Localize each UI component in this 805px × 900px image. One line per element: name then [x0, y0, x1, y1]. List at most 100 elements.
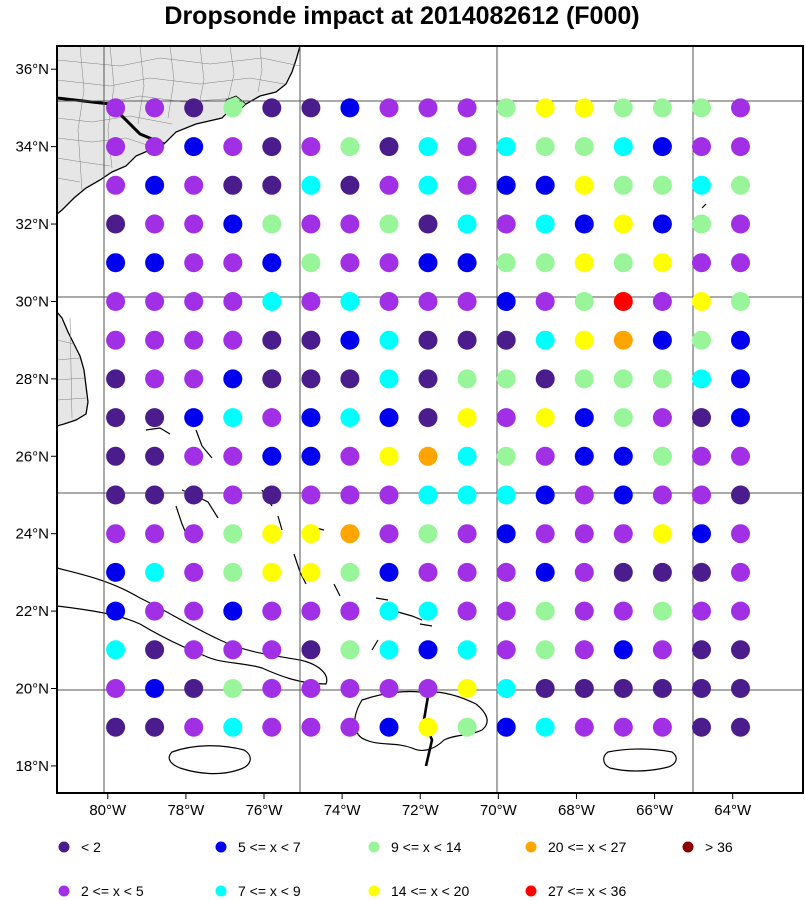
dropsonde-point	[106, 98, 126, 118]
dropsonde-point	[652, 601, 672, 621]
dropsonde-point	[692, 408, 711, 428]
dropsonde-point	[613, 137, 633, 157]
legend: < 2 2 <= x < 5 5 <= x < 7 7 <= x < 9 9 <= x …	[58, 839, 733, 899]
dropsonde-point	[262, 640, 282, 660]
dropsonde-point	[418, 98, 438, 118]
dropsonde-point	[379, 640, 399, 660]
dropsonde-point	[574, 98, 594, 118]
dropsonde-point	[457, 446, 477, 466]
lat-tick-label: 24°N	[15, 526, 49, 543]
dropsonde-point	[145, 408, 165, 428]
legend-swatch	[368, 841, 380, 853]
legend-label: > 36	[705, 839, 733, 855]
jamaica-outline	[168, 745, 251, 775]
dropsonde-point	[418, 408, 438, 428]
dropsonde-point	[496, 253, 516, 273]
dropsonde-point	[418, 292, 438, 311]
dropsonde-point	[652, 175, 672, 195]
dropsonde-point	[496, 98, 516, 118]
dropsonde-point	[496, 446, 516, 466]
dropsonde-point	[496, 679, 516, 698]
legend-label: 20 <= x < 27	[548, 839, 626, 855]
dropsonde-point	[613, 369, 633, 389]
dropsonde-point	[184, 524, 204, 544]
dropsonde-point	[574, 524, 594, 544]
dropsonde-point	[106, 330, 126, 350]
dropsonde-point	[613, 679, 633, 698]
florida-land	[57, 310, 89, 427]
dropsonde-point	[106, 601, 126, 621]
dropsonde-point	[340, 214, 360, 234]
dropsonde-point	[457, 253, 477, 273]
dropsonde-point	[652, 214, 672, 234]
dropsonde-point	[106, 717, 126, 737]
dropsonde-point	[613, 562, 633, 582]
dropsonde-point	[262, 601, 282, 621]
dropsonde-point	[574, 640, 594, 660]
dropsonde-point	[184, 214, 204, 234]
puerto-rico-outline	[603, 748, 677, 772]
dropsonde-point	[301, 175, 321, 195]
dropsonde-point	[106, 408, 126, 428]
dropsonde-point	[692, 524, 711, 544]
dropsonde-point	[652, 717, 672, 737]
dropsonde-point	[223, 175, 243, 195]
dropsonde-point	[184, 98, 204, 118]
dropsonde-point	[106, 253, 126, 273]
lat-tick-label: 32°N	[15, 216, 49, 233]
dropsonde-point	[574, 717, 594, 737]
dropsonde-point	[340, 369, 360, 389]
dropsonde-point	[145, 446, 165, 466]
dropsonde-point	[106, 446, 126, 466]
dropsonde-point	[731, 640, 750, 660]
dropsonde-point	[223, 137, 243, 157]
dropsonde-point	[496, 601, 516, 621]
map-frame	[56, 45, 804, 794]
dropsonde-point	[535, 330, 555, 350]
dropsonde-point	[340, 640, 360, 660]
dropsonde-point	[379, 175, 399, 195]
dropsonde-point	[692, 640, 711, 660]
dropsonde-point	[262, 446, 282, 466]
dropsonde-point	[301, 640, 321, 660]
dropsonde-point	[574, 175, 594, 195]
legend-item: 14 <= x < 20	[368, 883, 469, 899]
dropsonde-point	[106, 137, 126, 157]
dropsonde-point	[340, 330, 360, 350]
dropsonde-point	[613, 408, 633, 428]
dropsonde-point	[535, 446, 555, 466]
dropsonde-point	[340, 446, 360, 466]
dropsonde-point	[145, 253, 165, 273]
dropsonde-point	[692, 679, 711, 698]
dropsonde-point	[613, 175, 633, 195]
dropsonde-point	[145, 369, 165, 389]
dropsonde-point	[574, 485, 594, 505]
legend-item: 9 <= x < 14	[368, 839, 462, 855]
dropsonde-point	[574, 292, 594, 311]
dropsonde-point	[496, 640, 516, 660]
dropsonde-point	[457, 679, 477, 698]
dropsonde-point	[223, 524, 243, 544]
dropsonde-point	[301, 717, 321, 737]
dropsonde-point	[496, 369, 516, 389]
dropsonde-point	[262, 369, 282, 389]
dropsonde-point	[457, 137, 477, 157]
dropsonde-point	[184, 485, 204, 505]
dropsonde-point	[106, 369, 126, 389]
dropsonde-point	[184, 137, 204, 157]
dropsonde-point	[574, 369, 594, 389]
lat-tick-label: 36°N	[15, 61, 49, 78]
dropsonde-point	[613, 601, 633, 621]
dropsonde-point	[535, 640, 555, 660]
dropsonde-point	[692, 369, 711, 389]
dropsonde-point	[379, 601, 399, 621]
dropsonde-point	[145, 137, 165, 157]
dropsonde-point	[340, 485, 360, 505]
dropsonde-point	[106, 485, 126, 505]
dropsonde-point	[262, 175, 282, 195]
dropsonde-point	[379, 98, 399, 118]
dropsonde-point	[652, 330, 672, 350]
legend-swatch	[682, 841, 694, 853]
dropsonde-markers	[106, 98, 750, 737]
dropsonde-point	[652, 137, 672, 157]
